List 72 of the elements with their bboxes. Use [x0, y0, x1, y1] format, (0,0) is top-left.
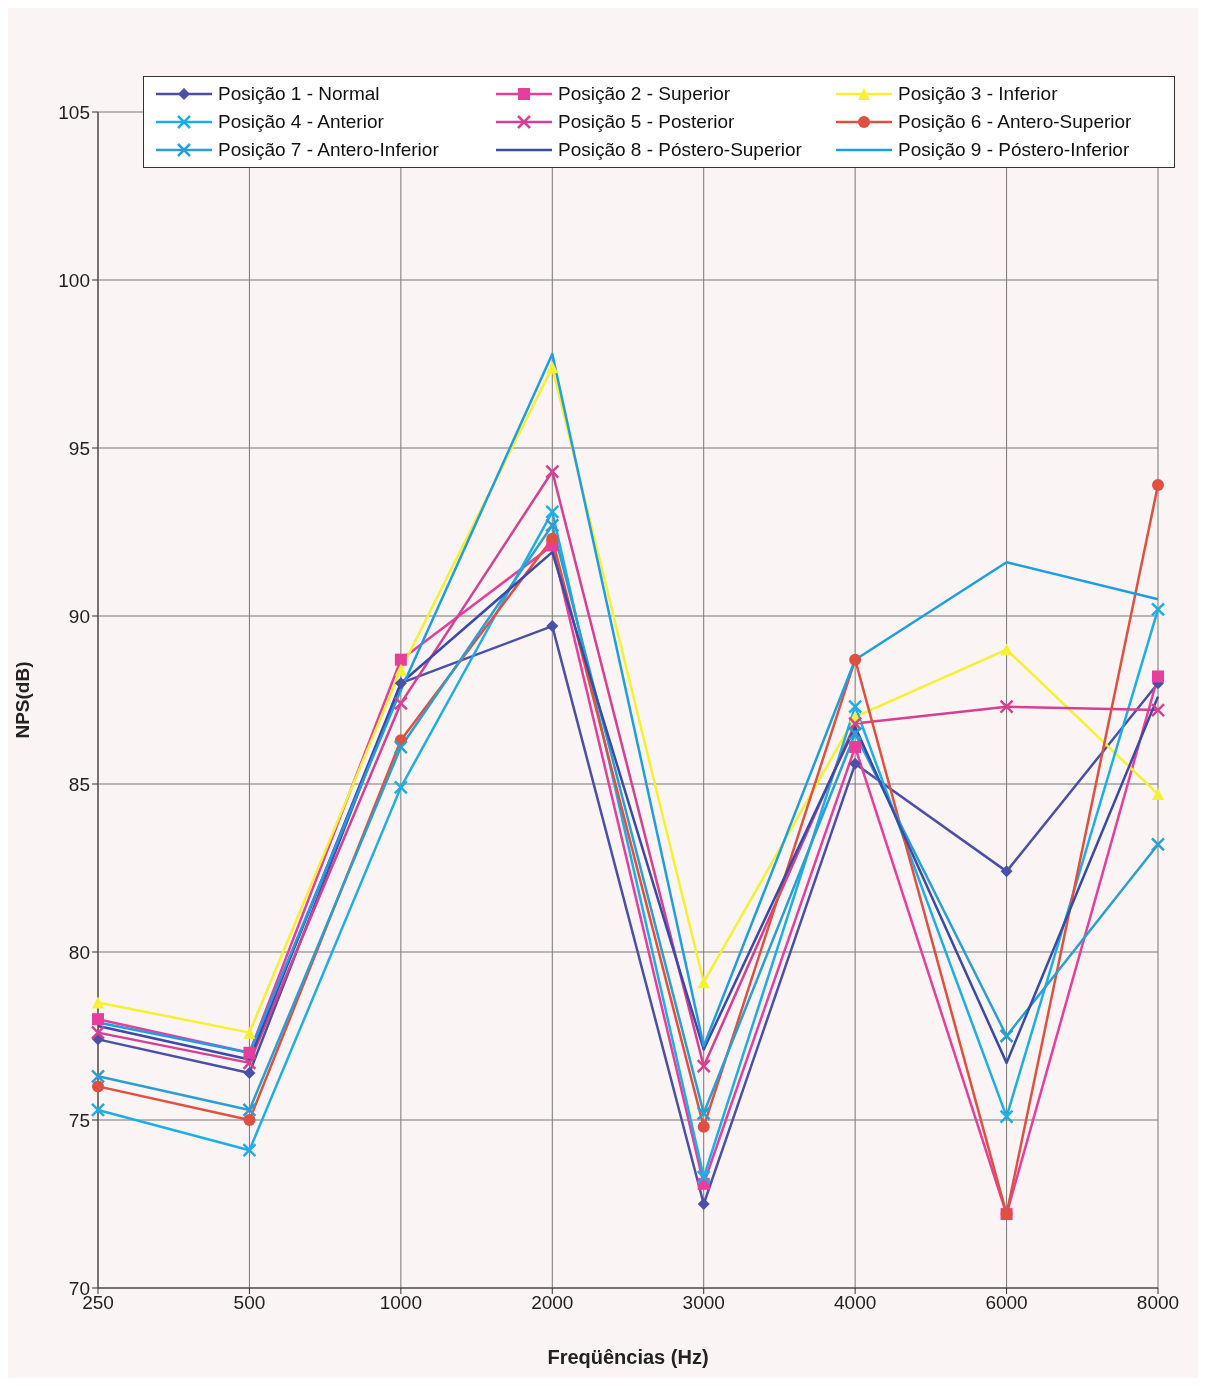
- point: [393, 780, 409, 795]
- point: [1152, 788, 1164, 801]
- point: [90, 1102, 106, 1118]
- point: [697, 976, 710, 989]
- point: [1152, 670, 1164, 683]
- y-tick-label: 80: [68, 941, 90, 963]
- point: [393, 696, 409, 711]
- legend-label: Posição 3 - Inferior: [898, 83, 1058, 105]
- x-tick-label: 1000: [379, 1292, 422, 1314]
- point: [545, 464, 560, 479]
- y-tick-label: 105: [58, 101, 90, 123]
- y-tick-label: 75: [68, 1109, 90, 1131]
- point: [242, 1102, 257, 1118]
- x-tick-label: 8000: [1136, 1292, 1180, 1314]
- point: [1152, 478, 1164, 491]
- point: [92, 1080, 104, 1093]
- point: [394, 663, 407, 676]
- point: [696, 1058, 711, 1074]
- legend-label: Posição 7 - Antero-Inferior: [218, 139, 439, 161]
- point: [849, 741, 862, 754]
- legend-label: Posição 2 - Superior: [558, 83, 731, 105]
- point: [847, 726, 863, 741]
- point: [1000, 643, 1013, 656]
- x-tick-label: 3000: [682, 1292, 725, 1314]
- point: [546, 532, 559, 545]
- y-tick-label: 85: [68, 773, 90, 795]
- point: [90, 1025, 106, 1040]
- point: [847, 699, 863, 714]
- legend-label: Posição 8 - Póstero-Superior: [558, 139, 802, 161]
- point: [394, 677, 407, 690]
- point: [243, 1046, 256, 1059]
- legend-label: Posição 9 - Póstero-Inferior: [898, 139, 1130, 161]
- y-tick-label: 90: [68, 605, 90, 627]
- point: [849, 757, 862, 770]
- point: [849, 653, 862, 666]
- x-tick-label: 6000: [985, 1292, 1028, 1314]
- y-axis-title: NPS(dB): [11, 661, 33, 739]
- point: [393, 739, 409, 755]
- point: [92, 1013, 104, 1026]
- x-axis-title: Freqüências (Hz): [547, 1346, 709, 1368]
- point: [696, 1169, 711, 1185]
- point: [394, 653, 407, 666]
- point: [1000, 865, 1013, 878]
- x-tick-label: 500: [233, 1292, 266, 1314]
- point: [243, 1114, 256, 1126]
- legend-label: Posição 1 - Normal: [218, 83, 380, 105]
- point: [92, 996, 104, 1009]
- point: [545, 518, 560, 533]
- point: [242, 1055, 257, 1071]
- point: [999, 699, 1014, 714]
- point: [545, 504, 560, 520]
- point: [546, 361, 559, 374]
- point: [242, 1142, 257, 1158]
- point: [546, 620, 559, 633]
- point: [90, 1069, 106, 1084]
- legend-label: Posição 5 - Posterior: [558, 111, 735, 133]
- point: [697, 1198, 710, 1210]
- y-tick-label: 95: [68, 437, 90, 459]
- point: [243, 1026, 256, 1039]
- x-tick-label: 4000: [834, 1292, 877, 1314]
- point: [1150, 702, 1166, 718]
- point: [999, 1109, 1014, 1124]
- point: [243, 1066, 256, 1079]
- point: [999, 1028, 1014, 1044]
- y-tick-label: 100: [58, 269, 90, 291]
- legend-label: Posição 4 - Anterior: [218, 111, 384, 133]
- point: [1150, 837, 1166, 852]
- point: [697, 1120, 710, 1133]
- point: [1150, 602, 1166, 617]
- legend-label: Posição 6 - Antero-Superior: [898, 111, 1132, 133]
- x-tick-label: 2000: [531, 1292, 574, 1314]
- point: [696, 1106, 711, 1121]
